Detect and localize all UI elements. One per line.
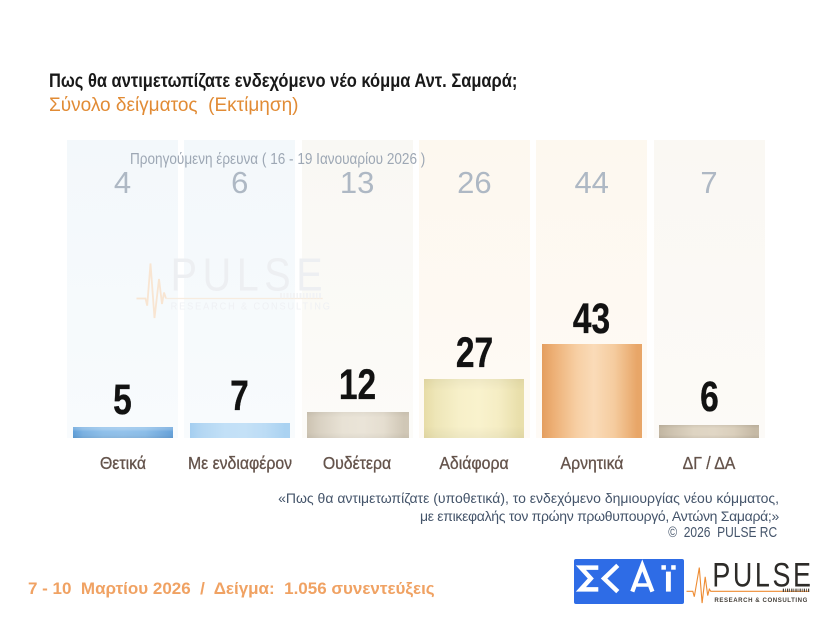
svg-text:PULSE: PULSE xyxy=(171,250,329,302)
svg-text:RESEARCH & CONSULTING: RESEARCH & CONSULTING xyxy=(171,301,332,313)
svg-text:PULSE: PULSE xyxy=(712,555,813,594)
svg-text:RESEARCH & CONSULTING: RESEARCH & CONSULTING xyxy=(714,597,808,604)
